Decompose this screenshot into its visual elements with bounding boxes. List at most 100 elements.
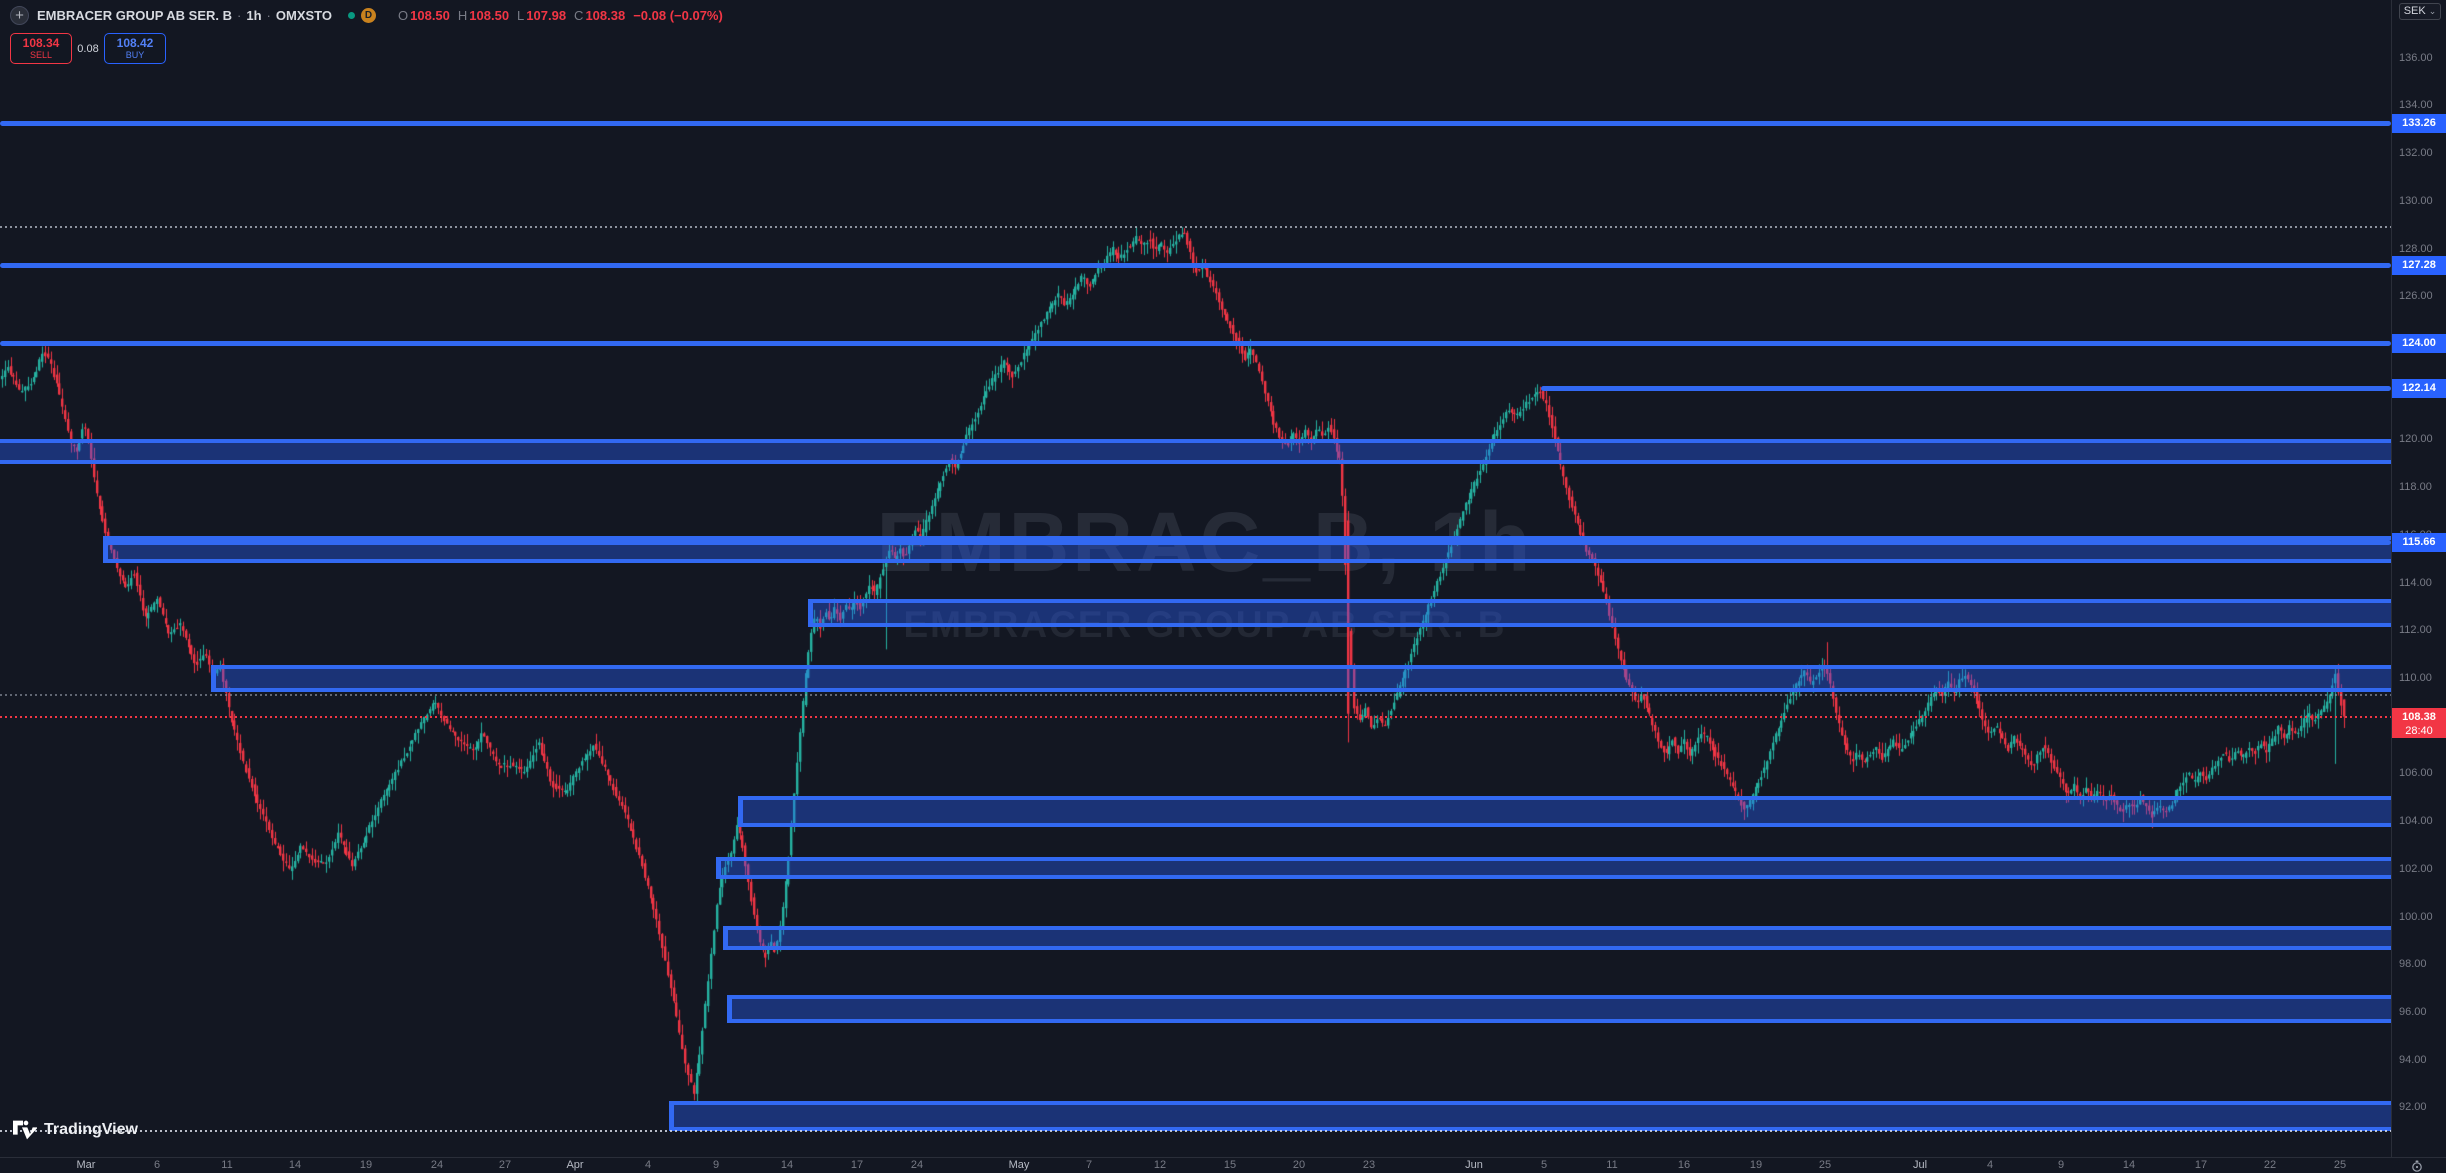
delayed-data-badge[interactable]: D xyxy=(361,7,376,23)
chart-pane[interactable]: EMBRAC_B, 1h EMBRACER GROUP AB SER. B + … xyxy=(0,0,2391,1157)
horizontal-line[interactable] xyxy=(0,120,2391,126)
currency-toggle-button[interactable]: SEK ⌄ xyxy=(2399,3,2441,20)
time-tick-label: 14 xyxy=(288,1159,302,1171)
price-tick-label: 132.00 xyxy=(2399,147,2433,160)
time-tick-label: 11 xyxy=(221,1159,233,1171)
price-tick-label: 106.00 xyxy=(2399,767,2433,780)
time-tick-label: 17 xyxy=(2194,1159,2208,1171)
time-tick-label: Mar xyxy=(76,1159,96,1171)
time-axis[interactable]: Mar 6 11 14 19 24 27 Apr 4 9 14 17 24 May 7 12 15 20 23 Jun… xyxy=(0,1157,2446,1173)
price-tick-label: 94.00 xyxy=(2399,1053,2427,1066)
symbol-name[interactable]: EMBRACER GROUP AB SER. B xyxy=(37,7,233,23)
clock-settings-icon[interactable] xyxy=(2409,1160,2425,1172)
supply-demand-zone[interactable] xyxy=(716,857,2391,880)
candlestick-canvas[interactable] xyxy=(0,0,2391,1157)
supply-demand-zone[interactable] xyxy=(738,796,2391,828)
time-tick-label: 17 xyxy=(850,1159,864,1171)
dotted-price-line xyxy=(0,226,2391,229)
price-tick-label: 102.00 xyxy=(2399,862,2433,875)
buy-button[interactable]: 108.42 BUY xyxy=(104,33,166,64)
chevron-down-icon: ⌄ xyxy=(2428,6,2437,16)
time-tick-label: 19 xyxy=(1749,1159,1763,1171)
time-tick-label: 24 xyxy=(910,1159,924,1171)
time-tick-label: 16 xyxy=(1677,1159,1691,1171)
chart-legend: + EMBRACER GROUP AB SER. B · 1h · OMXSTO… xyxy=(10,4,723,64)
time-tick-label: Jul xyxy=(1912,1159,1928,1171)
separator: · xyxy=(266,7,271,23)
tradingview-logo-icon xyxy=(13,1120,37,1140)
supply-demand-zone[interactable] xyxy=(669,1100,2391,1131)
sell-label: SELL xyxy=(29,50,53,60)
level-price-label: 115.66 xyxy=(2392,533,2446,553)
time-tick-label: 25 xyxy=(2333,1159,2347,1171)
supply-demand-zone[interactable] xyxy=(0,439,2391,465)
level-price-label: 133.26 xyxy=(2392,113,2446,133)
horizontal-line[interactable] xyxy=(1541,385,2391,391)
time-tick-label: 5 xyxy=(1540,1159,1548,1171)
price-tick-label: 118.00 xyxy=(2399,481,2432,494)
sell-price: 108.34 xyxy=(22,36,60,50)
time-tick-label: 14 xyxy=(780,1159,794,1171)
time-tick-label: 6 xyxy=(153,1159,161,1171)
supply-demand-zone[interactable] xyxy=(723,926,2391,951)
price-tick-label: 92.00 xyxy=(2399,1101,2427,1114)
time-tick-label: 14 xyxy=(2122,1159,2136,1171)
buy-price: 108.42 xyxy=(116,36,154,50)
buy-label: BUY xyxy=(125,50,145,60)
time-tick-label: 25 xyxy=(1818,1159,1832,1171)
level-price-label: 122.14 xyxy=(2392,378,2446,398)
add-symbol-icon[interactable]: + xyxy=(10,5,29,25)
current-price-value: 108.38 xyxy=(2402,710,2436,723)
exchange-label[interactable]: OMXSTO xyxy=(275,7,332,23)
level-price-label: 127.28 xyxy=(2392,256,2446,276)
price-tick-label: 130.00 xyxy=(2399,194,2433,207)
change-value: −0.08 (−0.07%) xyxy=(633,7,723,23)
tradingview-logo[interactable]: TradingView xyxy=(13,1120,138,1140)
time-tick-label: May xyxy=(1008,1159,1030,1171)
price-tick-label: 110.00 xyxy=(2399,671,2432,684)
market-status-dot-icon xyxy=(348,11,355,19)
time-tick-label: Apr xyxy=(566,1159,584,1171)
price-scale[interactable]: SEK ⌄ 136.00 134.00 132.00 130.00 128.00 126.… xyxy=(2391,0,2446,1157)
time-tick-label: 22 xyxy=(2263,1159,2277,1171)
time-tick-label: 9 xyxy=(712,1159,720,1171)
horizontal-line[interactable] xyxy=(0,263,2391,269)
price-tick-label: 126.00 xyxy=(2399,290,2433,303)
supply-demand-zone[interactable] xyxy=(808,599,2391,628)
currency-label: SEK xyxy=(2403,5,2426,17)
current-price-label: 108.38 28:40 xyxy=(2392,707,2446,738)
price-tick-label: 128.00 xyxy=(2399,242,2433,255)
symbol-row: + EMBRACER GROUP AB SER. B · 1h · OMXSTO… xyxy=(10,4,723,26)
price-tick-label: 98.00 xyxy=(2399,958,2427,971)
time-tick-label: 20 xyxy=(1292,1159,1306,1171)
horizontal-line[interactable] xyxy=(0,341,2391,347)
price-tick-label: 112.00 xyxy=(2399,624,2432,637)
time-tick-label: Jun xyxy=(1465,1159,1483,1171)
horizontal-line[interactable] xyxy=(103,540,2391,546)
time-tick-label: 27 xyxy=(498,1159,512,1171)
dotted-price-line xyxy=(0,694,2391,697)
close-value: 108.38 xyxy=(585,7,626,23)
time-tick-label: 9 xyxy=(2057,1159,2065,1171)
price-tick-label: 114.00 xyxy=(2399,576,2432,589)
time-tick-label: 4 xyxy=(644,1159,652,1171)
supply-demand-zone[interactable] xyxy=(211,665,2391,693)
supply-demand-zone[interactable] xyxy=(727,994,2391,1023)
separator: · xyxy=(237,7,242,23)
trade-buttons-row: 108.34 SELL 0.08 108.42 BUY xyxy=(10,33,723,64)
sell-button[interactable]: 108.34 SELL xyxy=(10,33,72,64)
high-value: 108.50 xyxy=(469,7,510,23)
price-tick-label: 96.00 xyxy=(2399,1006,2427,1019)
time-tick-label: 24 xyxy=(430,1159,444,1171)
price-tick-label: 120.00 xyxy=(2399,433,2433,446)
interval-label[interactable]: 1h xyxy=(246,7,262,23)
high-label: H xyxy=(457,7,468,23)
bar-countdown: 28:40 xyxy=(2405,724,2433,737)
close-label: C xyxy=(574,7,584,23)
level-price-label: 124.00 xyxy=(2392,334,2446,354)
time-tick-label: 23 xyxy=(1362,1159,1376,1171)
price-tick-label: 104.00 xyxy=(2399,815,2433,828)
low-label: L xyxy=(517,7,525,23)
time-tick-label: 11 xyxy=(1606,1159,1618,1171)
